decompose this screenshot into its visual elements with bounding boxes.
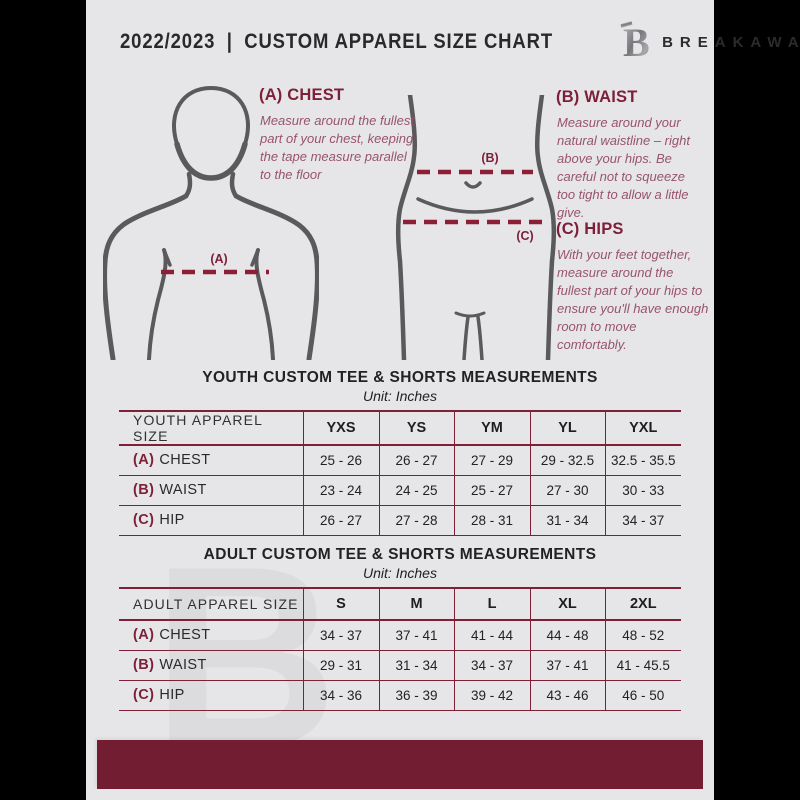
cell: 24 - 25 — [378, 475, 454, 506]
cell: 27 - 28 — [378, 505, 454, 536]
row-label: CHEST — [159, 452, 211, 469]
header: 2022/2023 | CUSTOM APPAREL SIZE CHART B — [120, 20, 800, 64]
waist-marker-label: (B) — [481, 151, 498, 165]
table-row: (C) HIP 26 - 27 27 - 28 28 - 31 31 - 34 3… — [119, 505, 681, 536]
column-header: 2XL — [604, 588, 681, 621]
footer-accent-bar — [97, 740, 703, 789]
torso-figure: (A) — [103, 82, 319, 360]
cell: 34 - 37 — [453, 650, 530, 681]
adult-section-title: ADULT CUSTOM TEE & SHORTS MEASUREMENTS — [203, 546, 597, 563]
cell: 32.5 - 35.5 — [604, 445, 681, 476]
chest-marker-label: (A) — [210, 252, 227, 266]
cell: 26 - 27 — [302, 505, 379, 536]
cell: 37 - 41 — [529, 650, 605, 681]
column-header: L — [453, 588, 530, 621]
hips-figure: (B) (C) — [392, 95, 560, 360]
column-header: YXL — [604, 411, 681, 446]
cell: 30 - 33 — [604, 475, 681, 506]
title-text: CUSTOM APPAREL SIZE CHART — [244, 30, 554, 53]
cell: 23 - 24 — [302, 475, 379, 506]
cell: 41 - 44 — [453, 620, 530, 651]
row-key: (C) — [133, 512, 155, 528]
column-header: YM — [453, 411, 530, 446]
row-key: (A) — [133, 627, 155, 644]
column-header: YOUTH APPAREL SIZE — [119, 411, 303, 446]
column-header: YL — [529, 411, 605, 446]
hips-illustration-icon: (B) (C) — [395, 95, 557, 360]
cell: 41 - 45.5 — [604, 650, 681, 681]
cell: 39 - 42 — [453, 680, 530, 711]
torso-illustration-icon: (A) — [103, 85, 319, 360]
cell: 31 - 34 — [378, 650, 454, 681]
table-row: (B) WAIST 29 - 31 31 - 34 34 - 37 37 - 41… — [119, 650, 681, 681]
chest-description: Measure around the fullest part of your … — [260, 113, 414, 182]
cell: 29 - 32.5 — [529, 445, 605, 476]
row-key: (B) — [133, 657, 155, 673]
cell: 43 - 46 — [529, 680, 605, 711]
cell: 28 - 31 — [453, 505, 530, 536]
breakaway-logo-icon: B — [615, 20, 650, 64]
cell: 34 - 37 — [302, 620, 379, 651]
table-row: (B) WAIST 23 - 24 24 - 25 25 - 27 27 - 30… — [119, 475, 681, 506]
row-header-cell: (B) WAIST — [119, 475, 303, 506]
row-label: HIP — [159, 687, 185, 703]
column-header: M — [378, 588, 454, 621]
table-row: (C) HIP 34 - 36 36 - 39 39 - 42 43 - 46 4… — [119, 680, 681, 711]
youth-section-title: YOUTH CUSTOM TEE & SHORTS MEASUREMENTS — [202, 369, 598, 386]
row-key: (C) — [133, 687, 155, 703]
title-divider: | — [226, 30, 233, 53]
chest-heading: (A) CHEST — [259, 86, 345, 104]
hip-marker-label: (C) — [516, 229, 533, 243]
column-header: XL — [529, 588, 605, 621]
cell: 31 - 34 — [529, 505, 605, 536]
brand-name: BREAKAWAY — [662, 33, 800, 51]
page-title: 2022/2023 | CUSTOM APPAREL SIZE CHART — [120, 30, 553, 54]
cell: 25 - 27 — [453, 475, 530, 506]
youth-unit-label: Unit: Inches — [363, 388, 437, 404]
table-row: (A) CHEST 25 - 26 26 - 27 27 - 29 29 - 32… — [119, 445, 681, 476]
row-label: HIP — [159, 512, 185, 528]
cell: 29 - 31 — [302, 650, 379, 681]
cell: 27 - 30 — [529, 475, 605, 506]
cell: 25 - 26 — [302, 445, 379, 476]
column-header: ADULT APPAREL SIZE — [119, 588, 303, 621]
cell: 36 - 39 — [378, 680, 454, 711]
row-key: (A) — [133, 452, 155, 469]
hips-description: With your feet together, measure around … — [557, 247, 709, 352]
cell: 34 - 36 — [302, 680, 379, 711]
cell: 37 - 41 — [378, 620, 454, 651]
row-header-cell: (C) HIP — [119, 505, 303, 536]
table-row: (A) CHEST 34 - 37 37 - 41 41 - 44 44 - 48… — [119, 620, 681, 651]
adult-size-table: ADULT APPAREL SIZE S M L XL 2XL (A) CHEST… — [119, 587, 681, 711]
title-year: 2022/2023 — [120, 30, 216, 53]
row-label: WAIST — [159, 657, 207, 673]
row-label: CHEST — [159, 627, 211, 644]
youth-size-table: YOUTH APPAREL SIZE YXS YS YM YL YXL (A) C… — [119, 410, 681, 536]
hips-heading: (C) HIPS — [556, 220, 624, 238]
cell: 34 - 37 — [604, 505, 681, 536]
cell: 26 - 27 — [378, 445, 454, 476]
column-header: YXS — [302, 411, 379, 446]
size-chart-page: 2022/2023 | CUSTOM APPAREL SIZE CHART B — [86, 0, 800, 800]
cell: 27 - 29 — [453, 445, 530, 476]
row-key: (B) — [133, 482, 155, 498]
table-header-row: YOUTH APPAREL SIZE YXS YS YM YL YXL — [119, 411, 681, 446]
row-header-cell: (A) CHEST — [119, 620, 303, 651]
row-header-cell: (C) HIP — [119, 680, 303, 711]
adult-unit-label: Unit: Inches — [363, 565, 437, 581]
row-label: WAIST — [159, 482, 207, 498]
column-header: YS — [378, 411, 454, 446]
cell: 46 - 50 — [604, 680, 681, 711]
cell: 44 - 48 — [529, 620, 605, 651]
column-header: S — [302, 588, 379, 621]
row-header-cell: (B) WAIST — [119, 650, 303, 681]
cell: 48 - 52 — [604, 620, 681, 651]
table-header-row: ADULT APPAREL SIZE S M L XL 2XL — [119, 588, 681, 621]
brand-lockup: B BREAKAWAY — [612, 20, 800, 64]
waist-description: Measure around your natural waistline – … — [557, 115, 690, 220]
row-header-cell: (A) CHEST — [119, 445, 303, 476]
waist-heading: (B) WAIST — [556, 88, 638, 106]
